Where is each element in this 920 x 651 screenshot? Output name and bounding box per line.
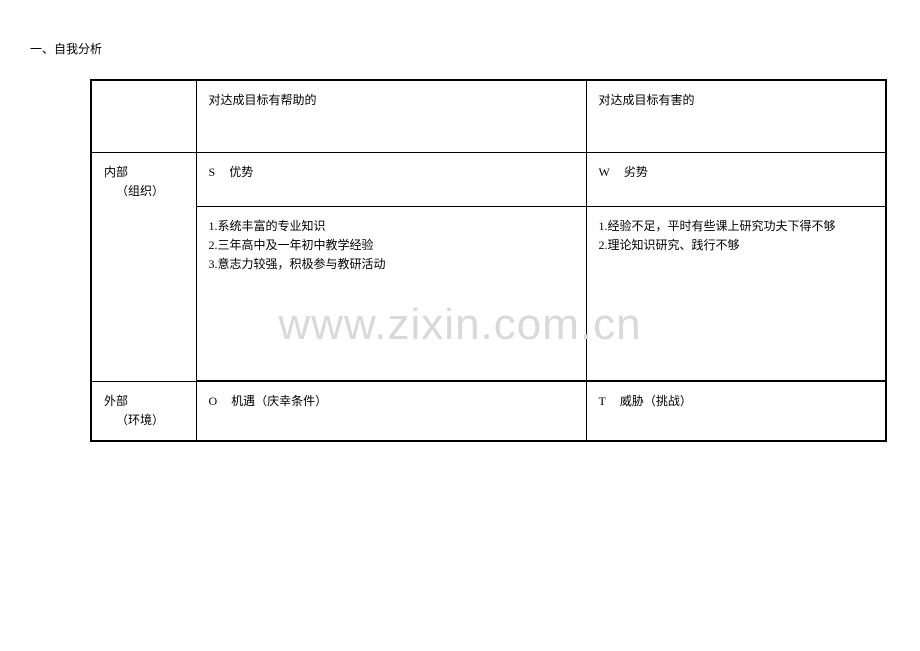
o-label: 机遇（庆幸条件） xyxy=(231,394,327,408)
weaknesses-content: 1.经验不足，平时有些课上研究功夫下得不够 2.理论知识研究、践行不够 xyxy=(586,206,886,381)
header-helpful: 对达成目标有帮助的 xyxy=(196,80,586,152)
section-title: 一、自我分析 xyxy=(30,40,890,57)
swot-table: 对达成目标有帮助的 对达成目标有害的 内部 （组织） S 优势 W 劣势 1.系统丰… xyxy=(90,79,887,442)
s-letter: S xyxy=(209,163,216,182)
weaknesses-label-cell: W 劣势 xyxy=(586,152,886,206)
t-label: 威胁（挑战） xyxy=(620,394,692,408)
opportunities-label-cell: O 机遇（庆幸条件） xyxy=(196,381,586,441)
s-item-2: 2.三年高中及一年初中教学经验 xyxy=(209,236,574,255)
external-label-row: 外部 （环境） O 机遇（庆幸条件） T 威胁（挑战） xyxy=(91,381,886,441)
header-empty-cell xyxy=(91,80,196,152)
threats-label-cell: T 威胁（挑战） xyxy=(586,381,886,441)
internal-content-row: 1.系统丰富的专业知识 2.三年高中及一年初中教学经验 3.意志力较强，积极参与… xyxy=(91,206,886,381)
internal-sub-label: （组织） xyxy=(104,182,184,201)
internal-label-row: 内部 （组织） S 优势 W 劣势 xyxy=(91,152,886,206)
external-main-label: 外部 xyxy=(104,394,128,408)
s-item-3: 3.意志力较强，积极参与教研活动 xyxy=(209,255,574,274)
header-harmful: 对达成目标有害的 xyxy=(586,80,886,152)
strengths-label-cell: S 优势 xyxy=(196,152,586,206)
w-item-1: 1.经验不足，平时有些课上研究功夫下得不够 xyxy=(599,217,874,236)
s-item-1: 1.系统丰富的专业知识 xyxy=(209,217,574,236)
strengths-content: 1.系统丰富的专业知识 2.三年高中及一年初中教学经验 3.意志力较强，积极参与… xyxy=(196,206,586,381)
w-item-2: 2.理论知识研究、践行不够 xyxy=(599,236,874,255)
internal-rowhead: 内部 （组织） xyxy=(91,152,196,381)
w-label: 劣势 xyxy=(624,165,648,179)
external-sub-label: （环境） xyxy=(104,411,184,430)
o-letter: O xyxy=(209,392,218,411)
s-label: 优势 xyxy=(229,165,253,179)
internal-main-label: 内部 xyxy=(104,165,128,179)
table-header-row: 对达成目标有帮助的 对达成目标有害的 xyxy=(91,80,886,152)
w-letter: W xyxy=(599,163,610,182)
external-rowhead: 外部 （环境） xyxy=(91,381,196,441)
t-letter: T xyxy=(599,392,606,411)
